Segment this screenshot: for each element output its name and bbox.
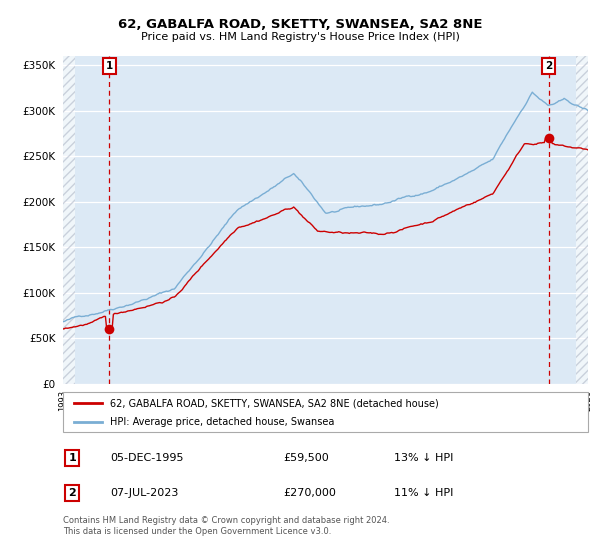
Text: HPI: Average price, detached house, Swansea: HPI: Average price, detached house, Swan… bbox=[110, 417, 335, 427]
Text: Price paid vs. HM Land Registry's House Price Index (HPI): Price paid vs. HM Land Registry's House … bbox=[140, 32, 460, 42]
Text: Contains HM Land Registry data © Crown copyright and database right 2024.
This d: Contains HM Land Registry data © Crown c… bbox=[63, 516, 389, 536]
Text: 1: 1 bbox=[106, 61, 113, 71]
Text: 62, GABALFA ROAD, SKETTY, SWANSEA, SA2 8NE (detached house): 62, GABALFA ROAD, SKETTY, SWANSEA, SA2 8… bbox=[110, 398, 439, 408]
FancyBboxPatch shape bbox=[63, 392, 588, 432]
Text: £59,500: £59,500 bbox=[284, 453, 329, 463]
Text: 62, GABALFA ROAD, SKETTY, SWANSEA, SA2 8NE: 62, GABALFA ROAD, SKETTY, SWANSEA, SA2 8… bbox=[118, 17, 482, 31]
Text: 11% ↓ HPI: 11% ↓ HPI bbox=[394, 488, 453, 498]
Text: 1: 1 bbox=[68, 453, 76, 463]
Bar bbox=[63, 56, 75, 384]
Text: 05-DEC-1995: 05-DEC-1995 bbox=[110, 453, 184, 463]
Text: 13% ↓ HPI: 13% ↓ HPI bbox=[394, 453, 453, 463]
Text: £270,000: £270,000 bbox=[284, 488, 337, 498]
Text: 2: 2 bbox=[545, 61, 552, 71]
Text: 07-JUL-2023: 07-JUL-2023 bbox=[110, 488, 179, 498]
Text: 2: 2 bbox=[68, 488, 76, 498]
Bar bbox=[576, 56, 588, 384]
